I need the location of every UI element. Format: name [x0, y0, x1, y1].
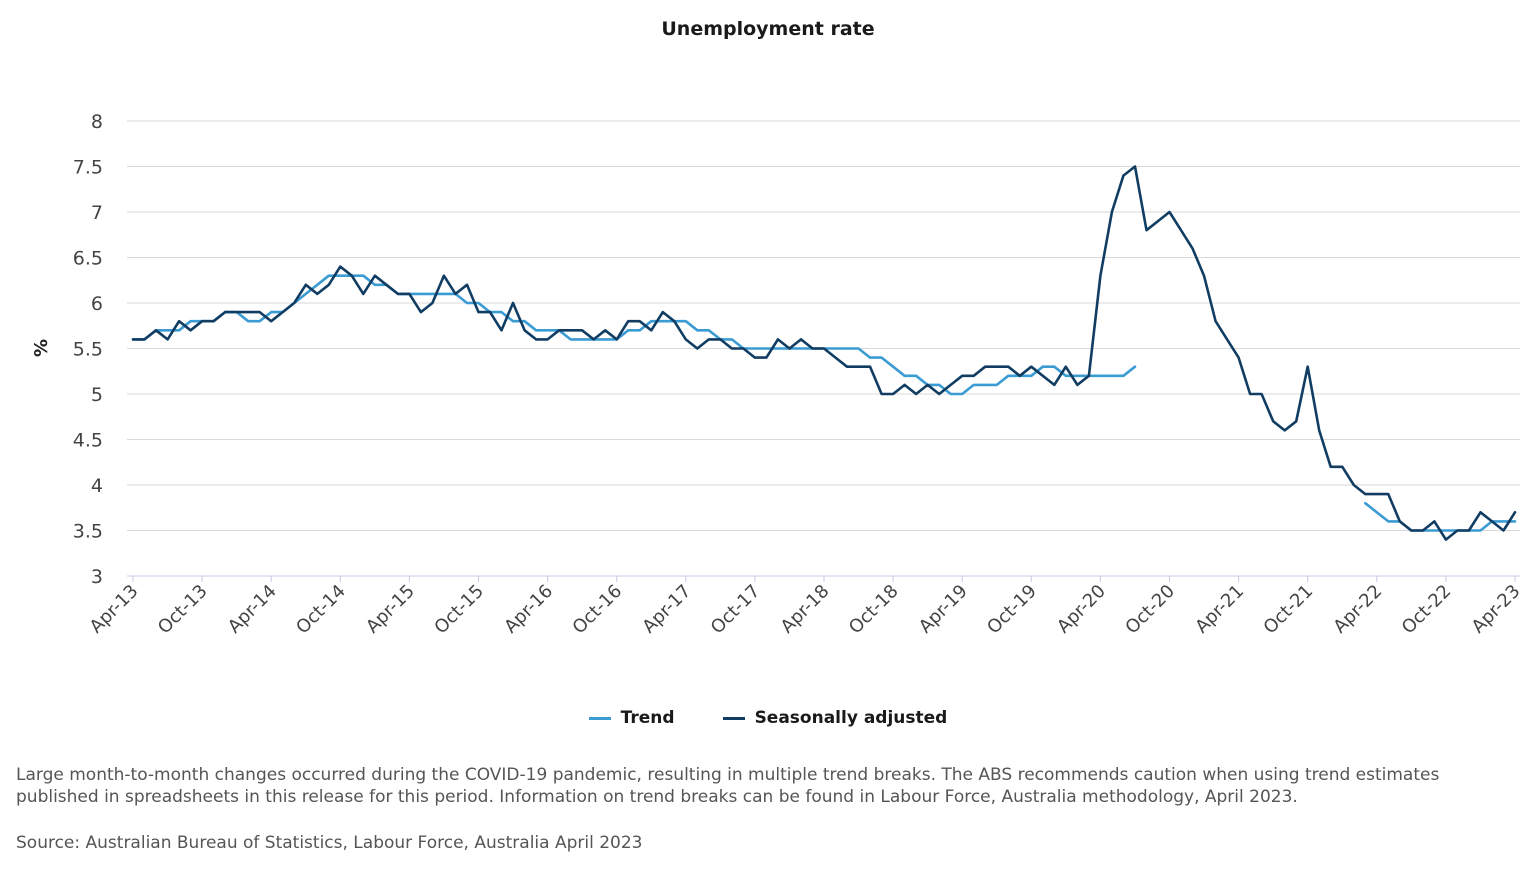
x-tick-label: Apr-18: [777, 581, 834, 638]
series-line-trend[interactable]: [1364, 501, 1517, 532]
x-tick-label: Oct-14: [292, 581, 350, 639]
x-tick-label: Oct-16: [569, 581, 627, 639]
y-axis-label: %: [31, 339, 52, 357]
series-line-seasonally-adjusted[interactable]: [131, 165, 1517, 541]
x-tick-label: Oct-18: [845, 581, 903, 639]
x-tick-label: Apr-15: [362, 581, 419, 638]
y-axis-ticks: 8 7.5 7 6.5 6 5.5 5 4.5 4 3.5 3: [73, 111, 103, 588]
x-tick-label: Oct-15: [430, 581, 488, 639]
legend-label-trend: Trend: [620, 708, 675, 728]
series-lines: [131, 165, 1517, 541]
x-tick-label: Oct-20: [1121, 581, 1179, 639]
y-tick-label: 4: [91, 475, 103, 497]
y-tick-label: 5: [91, 384, 103, 406]
y-tick-label: 7: [91, 202, 103, 224]
x-tick-label: Oct-22: [1398, 581, 1456, 639]
y-tick-label: 8: [91, 111, 103, 133]
y-tick-label: 3.5: [73, 521, 103, 543]
legend-item-seasonally-adjusted[interactable]: Seasonally adjusted: [722, 708, 948, 728]
y-tick-label: 4.5: [73, 430, 103, 452]
footnote: Large month-to-month changes occurred du…: [16, 765, 1440, 807]
x-tick-label: Apr-22: [1329, 581, 1386, 638]
series-line-trend[interactable]: [131, 274, 1137, 396]
chart-title: Unemployment rate: [661, 18, 875, 40]
y-tick-label: 3: [91, 566, 103, 588]
x-tick-label: Apr-21: [1191, 581, 1248, 638]
legend-label-seasonally-adjusted: Seasonally adjusted: [754, 708, 948, 728]
y-tick-label: 7.5: [73, 157, 103, 179]
x-tick-label: Oct-21: [1260, 581, 1318, 639]
x-tick-label: Apr-19: [915, 581, 972, 638]
legend-item-trend[interactable]: Trend: [588, 708, 675, 728]
x-tick-label: Apr-17: [638, 581, 695, 638]
gridlines: [127, 120, 1520, 577]
trend-swatch-icon: [588, 716, 611, 720]
x-tick-label: Apr-23: [1468, 581, 1525, 638]
x-tick-label: Oct-19: [983, 581, 1041, 639]
x-tick-label: Apr-13: [86, 581, 143, 638]
seasonally-adjusted-swatch-icon: [722, 716, 745, 720]
line-chart: 8 7.5 7 6.5 6 5.5 5 4.5 4 3.5 3 Apr-13 Oct-13 Apr-14…: [31, 111, 1525, 638]
x-axis-ticks: Apr-13 Oct-13 Apr-14 Oct-14 Apr-15 Oct-15 Apr-…: [86, 576, 1525, 638]
source-note: Source: Australian Bureau of Statistics,…: [16, 833, 643, 853]
x-tick-label: Oct-13: [154, 581, 212, 639]
x-tick-label: Apr-14: [224, 581, 281, 638]
y-tick-label: 5.5: [73, 339, 103, 361]
legend: Trend Seasonally adjusted: [0, 708, 1536, 728]
y-tick-label: 6.5: [73, 248, 103, 270]
y-tick-label: 6: [91, 293, 103, 315]
x-tick-label: Apr-20: [1053, 581, 1110, 638]
x-tick-label: Apr-16: [500, 581, 557, 638]
x-tick-label: Oct-17: [707, 581, 765, 639]
